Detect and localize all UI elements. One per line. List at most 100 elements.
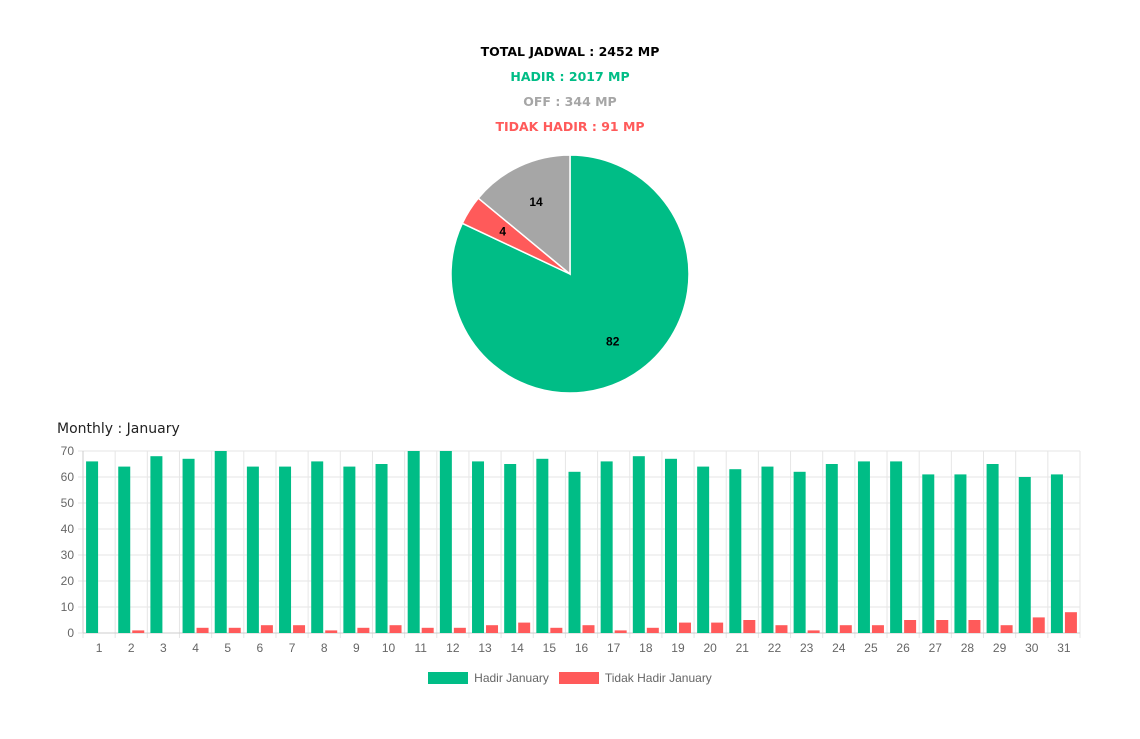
- y-tick-label: 60: [61, 470, 75, 484]
- legend-item-tidak-hadir[interactable]: Tidak Hadir January: [558, 671, 712, 685]
- x-tick-label: 24: [832, 641, 846, 655]
- x-tick-label: 13: [478, 641, 492, 655]
- bar-hadir: [793, 471, 806, 633]
- bar-tidak-hadir: [1064, 612, 1077, 633]
- bar-hadir: [954, 474, 967, 633]
- bar-tidak-hadir: [421, 627, 434, 633]
- bar-tidak-hadir: [1032, 617, 1045, 633]
- x-tick-label: 23: [800, 641, 814, 655]
- bar-tidak-hadir: [646, 627, 659, 633]
- bar-tidak-hadir: [196, 627, 209, 633]
- bar-hadir: [311, 461, 324, 633]
- x-tick-label: 18: [639, 641, 653, 655]
- bar-tidak-hadir: [936, 620, 949, 633]
- bar-hadir: [150, 456, 163, 633]
- bar-tidak-hadir: [743, 620, 756, 633]
- bar-hadir: [825, 464, 838, 633]
- bar-hadir: [375, 464, 388, 633]
- bar-hadir: [761, 466, 774, 633]
- hadir-label: HADIR : 2017 MP: [510, 69, 630, 84]
- bar-hadir: [664, 458, 677, 633]
- y-tick-label: 10: [61, 600, 75, 614]
- attendance-pie-chart: 82 4 14: [450, 154, 690, 394]
- bar-tidak-hadir: [582, 625, 595, 633]
- x-tick-label: 2: [128, 641, 135, 655]
- x-tick-label: 29: [993, 641, 1007, 655]
- x-tick-label: 12: [446, 641, 460, 655]
- x-tick-label: 10: [382, 641, 396, 655]
- bar-hadir: [118, 466, 131, 633]
- bar-hadir: [568, 471, 581, 633]
- x-tick-label: 14: [510, 641, 524, 655]
- x-tick-label: 25: [864, 641, 878, 655]
- bar-hadir: [857, 461, 870, 633]
- bar-hadir: [439, 451, 452, 633]
- bar-hadir: [472, 461, 485, 633]
- tidak-hadir-label: TIDAK HADIR : 91 MP: [495, 119, 645, 134]
- bar-tidak-hadir: [1000, 625, 1013, 633]
- bar-tidak-hadir: [389, 625, 402, 633]
- x-tick-label: 31: [1057, 641, 1071, 655]
- bar-tidak-hadir: [228, 627, 241, 633]
- x-tick-label: 15: [543, 641, 557, 655]
- total-jadwal-label: TOTAL JADWAL : 2452 MP: [480, 44, 660, 59]
- legend-label: Tidak Hadir January: [604, 671, 712, 685]
- bar-tidak-hadir: [486, 625, 499, 633]
- pie-label-hadir: 82: [606, 334, 620, 348]
- bar-tidak-hadir: [614, 630, 627, 633]
- y-tick-label: 40: [61, 522, 75, 536]
- x-tick-label: 16: [575, 641, 589, 655]
- bar-tidak-hadir: [839, 625, 852, 633]
- bar-hadir: [729, 469, 742, 633]
- x-tick-label: 8: [321, 641, 328, 655]
- bar-tidak-hadir: [871, 625, 884, 633]
- x-tick-label: 1: [96, 641, 103, 655]
- bar-hadir: [343, 466, 356, 633]
- x-tick-label: 7: [289, 641, 296, 655]
- x-tick-label: 26: [896, 641, 910, 655]
- bar-tidak-hadir: [550, 627, 563, 633]
- x-tick-label: 9: [353, 641, 360, 655]
- bar-tidak-hadir: [260, 625, 273, 633]
- legend-swatch: [558, 672, 599, 684]
- x-tick-label: 3: [160, 641, 167, 655]
- monthly-chart-title: Monthly : January: [57, 421, 180, 437]
- bar-tidak-hadir: [678, 622, 691, 633]
- bar-hadir: [246, 466, 259, 633]
- bar-hadir: [986, 464, 999, 633]
- x-tick-label: 6: [257, 641, 264, 655]
- bar-hadir: [214, 451, 227, 633]
- x-tick-label: 19: [671, 641, 685, 655]
- legend-swatch: [428, 672, 469, 684]
- legend-label: Hadir January: [474, 671, 549, 685]
- x-tick-label: 5: [224, 641, 231, 655]
- pie-slice-hadir: [450, 154, 690, 394]
- x-tick-label: 20: [703, 641, 717, 655]
- bar-tidak-hadir: [293, 625, 306, 633]
- bar-tidak-hadir: [968, 620, 981, 633]
- pie-slice-off: [477, 154, 571, 276]
- bar-tidak-hadir: [807, 630, 820, 633]
- y-tick-label: 20: [61, 574, 75, 588]
- bar-hadir: [922, 474, 935, 633]
- bar-hadir: [600, 461, 613, 633]
- pie-label-tidak-hadir: 4: [499, 224, 506, 238]
- y-tick-label: 30: [61, 548, 75, 562]
- off-label: OFF : 344 MP: [523, 94, 617, 109]
- bar-hadir: [504, 464, 517, 633]
- bar-hadir: [1050, 474, 1063, 633]
- bar-hadir: [1018, 477, 1031, 633]
- x-tick-label: 22: [768, 641, 782, 655]
- x-tick-label: 11: [414, 641, 427, 655]
- bar-tidak-hadir: [357, 627, 370, 633]
- y-tick-label: 70: [61, 444, 75, 458]
- legend-item-hadir[interactable]: Hadir January: [428, 671, 549, 685]
- bar-hadir: [407, 451, 420, 633]
- x-tick-label: 17: [607, 641, 621, 655]
- bar-hadir: [890, 461, 903, 633]
- pie-label-off: 14: [529, 195, 543, 209]
- bar-hadir: [697, 466, 710, 633]
- bar-tidak-hadir: [453, 627, 466, 633]
- chart-legend: Hadir January Tidak Hadir January: [0, 671, 1140, 685]
